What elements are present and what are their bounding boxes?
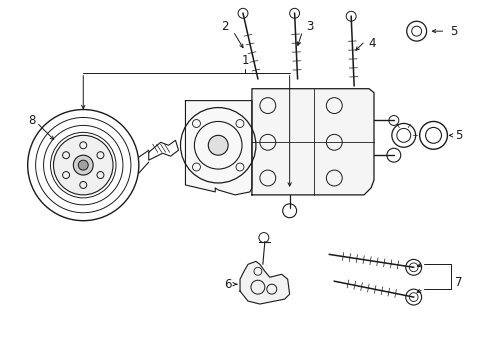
Circle shape: [53, 135, 113, 195]
Text: 8: 8: [28, 114, 35, 127]
Text: 5: 5: [455, 129, 462, 142]
Circle shape: [78, 160, 88, 170]
Circle shape: [74, 155, 93, 175]
Polygon shape: [185, 100, 252, 195]
Polygon shape: [252, 89, 374, 195]
Text: 7: 7: [455, 276, 462, 289]
Circle shape: [407, 21, 427, 41]
Text: 1: 1: [241, 54, 249, 67]
Text: 2: 2: [221, 20, 229, 33]
Text: 4: 4: [368, 37, 376, 50]
Text: 3: 3: [306, 20, 313, 33]
Text: 6: 6: [224, 278, 232, 291]
Text: 5: 5: [450, 24, 457, 38]
Polygon shape: [240, 261, 290, 304]
Circle shape: [208, 135, 228, 155]
Circle shape: [419, 121, 447, 149]
